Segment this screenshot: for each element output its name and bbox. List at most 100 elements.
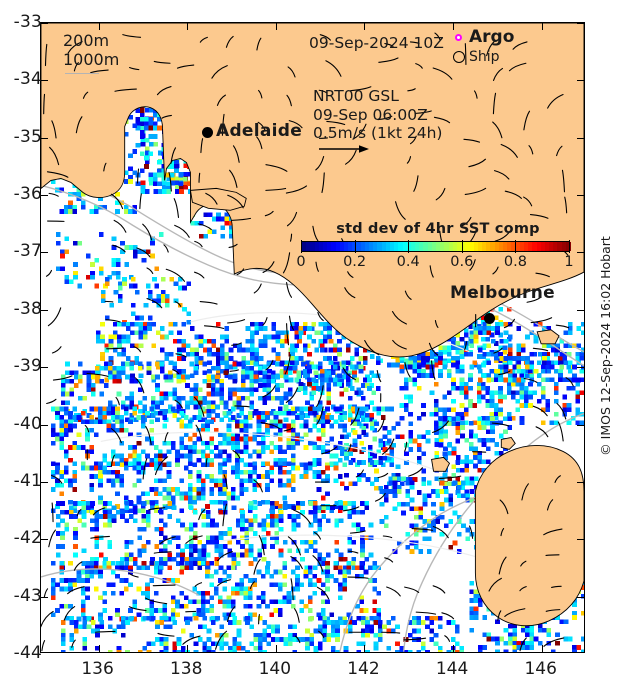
y-tick-label: -34 — [13, 69, 42, 90]
y-tick-label: -39 — [13, 356, 42, 377]
y-tick-label: -42 — [13, 528, 42, 549]
y-tick-mark-right — [577, 424, 584, 426]
x-tick-mark — [453, 23, 455, 30]
x-tick-label: 144 — [435, 659, 469, 679]
colorbar-segment — [515, 242, 521, 251]
colorbar-segment — [565, 242, 571, 251]
x-tick-mark — [275, 23, 277, 30]
colorbar-segment — [532, 242, 538, 251]
colorbar-segment — [469, 242, 475, 251]
colorbar-tick — [301, 240, 302, 253]
x-tick-mark — [98, 645, 100, 652]
land-layer — [41, 23, 584, 627]
colorbar-segment — [314, 242, 320, 251]
colorbar-segment — [523, 242, 529, 251]
y-tick-label: -40 — [13, 413, 42, 434]
colorbar-segment — [519, 242, 525, 251]
colorbar-segment — [553, 242, 559, 251]
colorbar-tick — [569, 240, 570, 253]
map-plot-area: 200m 1000m 09-Sep-2024 10Z NRT00 GSL 09-… — [40, 22, 585, 653]
colorbar-segment — [415, 242, 420, 251]
colorbar-tick — [354, 240, 356, 253]
colorbar-segment — [540, 242, 546, 251]
x-tick-mark — [541, 23, 543, 30]
colorbar-segment — [322, 242, 328, 251]
y-tick-mark — [41, 137, 48, 139]
y-tick-label: -44 — [13, 643, 42, 663]
colorbar-gradient — [301, 241, 571, 252]
colorbar-segment — [356, 242, 362, 251]
colorbar-segment — [381, 242, 387, 251]
y-tick-label: -36 — [13, 184, 42, 205]
colorbar-segment — [528, 242, 533, 251]
x-tick-mark — [541, 645, 543, 652]
colorbar-tick-label: 0 — [296, 254, 306, 270]
copyright-credit: © IMOS 12-Sep-2024 16:02 Hobart — [598, 236, 613, 456]
y-tick-mark-right — [577, 596, 584, 598]
colorbar-segment — [444, 242, 450, 251]
city-marker-adelaide — [202, 127, 213, 138]
y-tick-mark-right — [577, 80, 584, 82]
y-tick-label: -33 — [13, 12, 42, 32]
city-label-melbourne: Melbourne — [450, 283, 555, 303]
colorbar-segment — [494, 242, 500, 251]
colorbar-segment — [389, 242, 395, 251]
colorbar-segment — [440, 242, 446, 251]
current-time-label: 09-Sep 06:00Z — [313, 105, 428, 124]
x-tick-mark — [187, 645, 189, 652]
colorbar-segment — [544, 242, 550, 251]
colorbar-segment — [310, 242, 316, 251]
colorbar-segment — [364, 242, 370, 251]
colorbar-segment — [536, 242, 542, 251]
y-tick-mark-right — [577, 137, 584, 139]
y-tick-label: -43 — [13, 585, 42, 606]
y-tick-mark — [41, 539, 48, 541]
velocity-scale-arrow-icon — [319, 145, 369, 153]
x-tick-label: 140 — [258, 659, 292, 679]
colorbar-segment — [561, 242, 567, 251]
colorbar-title: std dev of 4hr SST comp — [336, 221, 540, 237]
timestamp-label: 09-Sep-2024 10Z — [309, 34, 444, 52]
colorbar-segment — [410, 242, 416, 251]
surface-current-vector-layer — [41, 32, 574, 652]
y-tick-mark-right — [577, 195, 584, 197]
y-tick-mark — [41, 23, 48, 24]
y-tick-mark — [41, 424, 48, 426]
colorbar-segment — [557, 242, 563, 251]
colorbar-segment — [482, 242, 487, 251]
colorbar-segment — [369, 242, 374, 251]
colorbar-segment — [427, 242, 433, 251]
colorbar-segment — [456, 242, 462, 251]
colorbar-segment — [302, 242, 307, 251]
bathymetry-200m-label: 200m — [63, 31, 110, 50]
colorbar-segment — [486, 242, 492, 251]
current-scale-label: 0.5m/s (1kt 24h) — [313, 124, 443, 142]
bathymetry-line-sample — [65, 73, 99, 74]
y-tick-mark-right — [577, 539, 584, 541]
colorbar-segment — [306, 242, 312, 251]
colorbar-segment — [318, 242, 324, 251]
x-tick-label: 142 — [347, 659, 380, 679]
y-tick-label: -41 — [13, 470, 42, 491]
y-tick-mark — [41, 252, 48, 254]
city-marker-melbourne — [484, 313, 495, 324]
colorbar-segment — [448, 242, 454, 251]
colorbar-segment — [394, 242, 399, 251]
colorbar-segment — [343, 242, 349, 251]
colorbar-segment — [507, 242, 513, 251]
y-tick-mark-right — [577, 367, 584, 369]
colorbar-segment — [465, 242, 471, 251]
colorbar-segment — [339, 242, 345, 251]
colorbar-segment — [327, 242, 332, 251]
y-tick-mark — [41, 309, 48, 311]
current-annotation: NRT00 GSL 09-Sep 06:00Z 0.5m/s (1kt 24h) — [313, 87, 442, 143]
bathymetry-legend: 200m 1000m — [63, 31, 119, 69]
colorbar-segment — [331, 242, 337, 251]
y-tick-mark-right — [577, 23, 584, 24]
x-tick-label: 136 — [81, 659, 114, 679]
y-tick-mark-right — [577, 309, 584, 311]
colorbar-segment — [436, 242, 441, 251]
argo-marker-icon — [455, 34, 462, 41]
y-tick-mark-right — [577, 481, 584, 483]
y-tick-mark-right — [577, 252, 584, 254]
